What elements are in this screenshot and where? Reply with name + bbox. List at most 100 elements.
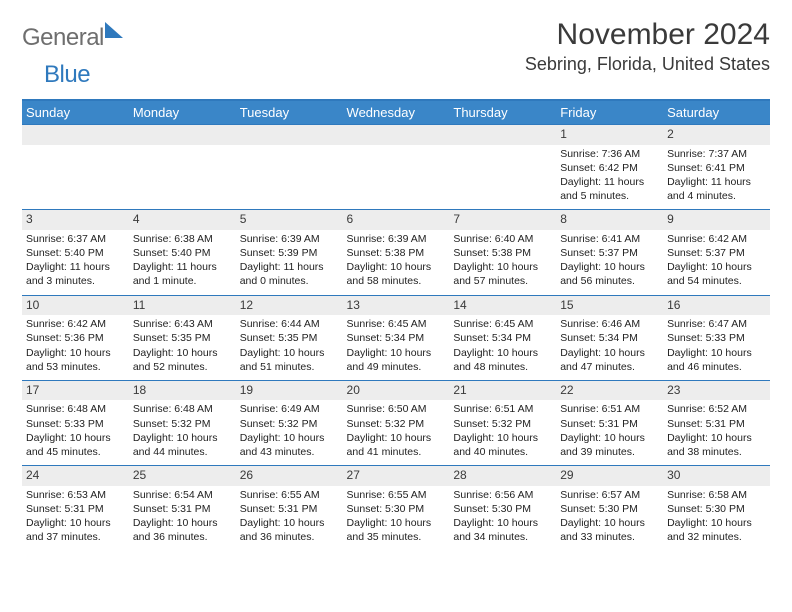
- daylight-text: Daylight: 11 hours and 5 minutes.: [560, 175, 659, 203]
- day-body: Sunrise: 6:42 AMSunset: 5:37 PMDaylight:…: [663, 230, 770, 295]
- day-cell: 12Sunrise: 6:44 AMSunset: 5:35 PMDayligh…: [236, 295, 343, 380]
- sunset-text: Sunset: 5:30 PM: [453, 502, 552, 516]
- day-body: Sunrise: 6:49 AMSunset: 5:32 PMDaylight:…: [236, 400, 343, 465]
- daylight-text: Daylight: 10 hours and 47 minutes.: [560, 346, 659, 374]
- day-cell: 11Sunrise: 6:43 AMSunset: 5:35 PMDayligh…: [129, 295, 236, 380]
- day-body: Sunrise: 6:40 AMSunset: 5:38 PMDaylight:…: [449, 230, 556, 295]
- dow-monday: Monday: [129, 100, 236, 125]
- daylight-text: Daylight: 10 hours and 52 minutes.: [133, 346, 232, 374]
- dow-tuesday: Tuesday: [236, 100, 343, 125]
- sunset-text: Sunset: 5:37 PM: [560, 246, 659, 260]
- sunset-text: Sunset: 5:35 PM: [240, 331, 339, 345]
- day-body: Sunrise: 6:47 AMSunset: 5:33 PMDaylight:…: [663, 315, 770, 380]
- day-number: 15: [556, 296, 663, 316]
- daylight-text: Daylight: 11 hours and 4 minutes.: [667, 175, 766, 203]
- sunset-text: Sunset: 5:32 PM: [240, 417, 339, 431]
- day-body: [449, 145, 556, 203]
- day-body: [343, 145, 450, 203]
- sunset-text: Sunset: 5:39 PM: [240, 246, 339, 260]
- day-number: 14: [449, 296, 556, 316]
- day-cell: [236, 125, 343, 210]
- day-cell: 29Sunrise: 6:57 AMSunset: 5:30 PMDayligh…: [556, 466, 663, 551]
- day-cell: 21Sunrise: 6:51 AMSunset: 5:32 PMDayligh…: [449, 380, 556, 465]
- day-cell: 22Sunrise: 6:51 AMSunset: 5:31 PMDayligh…: [556, 380, 663, 465]
- day-body: Sunrise: 6:56 AMSunset: 5:30 PMDaylight:…: [449, 486, 556, 551]
- sunrise-text: Sunrise: 6:54 AM: [133, 488, 232, 502]
- day-cell: 19Sunrise: 6:49 AMSunset: 5:32 PMDayligh…: [236, 380, 343, 465]
- daylight-text: Daylight: 10 hours and 41 minutes.: [347, 431, 446, 459]
- sunrise-text: Sunrise: 6:42 AM: [26, 317, 125, 331]
- sunset-text: Sunset: 5:40 PM: [26, 246, 125, 260]
- daylight-text: Daylight: 10 hours and 36 minutes.: [240, 516, 339, 544]
- sunrise-text: Sunrise: 6:57 AM: [560, 488, 659, 502]
- day-cell: 10Sunrise: 6:42 AMSunset: 5:36 PMDayligh…: [22, 295, 129, 380]
- day-number: 9: [663, 210, 770, 230]
- day-number: 16: [663, 296, 770, 316]
- sunrise-text: Sunrise: 7:37 AM: [667, 147, 766, 161]
- daylight-text: Daylight: 10 hours and 36 minutes.: [133, 516, 232, 544]
- day-number: 10: [22, 296, 129, 316]
- day-cell: [129, 125, 236, 210]
- day-cell: 18Sunrise: 6:48 AMSunset: 5:32 PMDayligh…: [129, 380, 236, 465]
- sunset-text: Sunset: 5:30 PM: [560, 502, 659, 516]
- sunrise-text: Sunrise: 6:40 AM: [453, 232, 552, 246]
- day-number: [449, 125, 556, 145]
- day-number: 3: [22, 210, 129, 230]
- daylight-text: Daylight: 11 hours and 0 minutes.: [240, 260, 339, 288]
- daylight-text: Daylight: 10 hours and 37 minutes.: [26, 516, 125, 544]
- title-block: November 2024 Sebring, Florida, United S…: [525, 18, 770, 75]
- sunrise-text: Sunrise: 6:45 AM: [347, 317, 446, 331]
- day-number: [129, 125, 236, 145]
- day-body: Sunrise: 6:48 AMSunset: 5:32 PMDaylight:…: [129, 400, 236, 465]
- location-text: Sebring, Florida, United States: [525, 54, 770, 75]
- day-number: [343, 125, 450, 145]
- sunset-text: Sunset: 5:33 PM: [26, 417, 125, 431]
- sunrise-text: Sunrise: 6:53 AM: [26, 488, 125, 502]
- day-body: Sunrise: 6:52 AMSunset: 5:31 PMDaylight:…: [663, 400, 770, 465]
- day-number: [22, 125, 129, 145]
- daylight-text: Daylight: 11 hours and 3 minutes.: [26, 260, 125, 288]
- sunrise-text: Sunrise: 6:56 AM: [453, 488, 552, 502]
- sunset-text: Sunset: 5:37 PM: [667, 246, 766, 260]
- daylight-text: Daylight: 10 hours and 51 minutes.: [240, 346, 339, 374]
- day-body: Sunrise: 6:46 AMSunset: 5:34 PMDaylight:…: [556, 315, 663, 380]
- day-number: 29: [556, 466, 663, 486]
- day-cell: 25Sunrise: 6:54 AMSunset: 5:31 PMDayligh…: [129, 466, 236, 551]
- day-number: 23: [663, 381, 770, 401]
- day-of-week-row: Sunday Monday Tuesday Wednesday Thursday…: [22, 100, 770, 125]
- day-body: Sunrise: 6:51 AMSunset: 5:31 PMDaylight:…: [556, 400, 663, 465]
- day-cell: 13Sunrise: 6:45 AMSunset: 5:34 PMDayligh…: [343, 295, 450, 380]
- day-number: 8: [556, 210, 663, 230]
- week-row: 1Sunrise: 7:36 AMSunset: 6:42 PMDaylight…: [22, 125, 770, 210]
- day-cell: 30Sunrise: 6:58 AMSunset: 5:30 PMDayligh…: [663, 466, 770, 551]
- day-body: Sunrise: 6:50 AMSunset: 5:32 PMDaylight:…: [343, 400, 450, 465]
- week-row: 17Sunrise: 6:48 AMSunset: 5:33 PMDayligh…: [22, 380, 770, 465]
- daylight-text: Daylight: 10 hours and 39 minutes.: [560, 431, 659, 459]
- sunset-text: Sunset: 5:36 PM: [26, 331, 125, 345]
- sunset-text: Sunset: 5:34 PM: [560, 331, 659, 345]
- day-cell: 17Sunrise: 6:48 AMSunset: 5:33 PMDayligh…: [22, 380, 129, 465]
- day-number: 6: [343, 210, 450, 230]
- sunrise-text: Sunrise: 6:37 AM: [26, 232, 125, 246]
- sunrise-text: Sunrise: 6:49 AM: [240, 402, 339, 416]
- daylight-text: Daylight: 10 hours and 34 minutes.: [453, 516, 552, 544]
- dow-wednesday: Wednesday: [343, 100, 450, 125]
- week-row: 10Sunrise: 6:42 AMSunset: 5:36 PMDayligh…: [22, 295, 770, 380]
- day-body: Sunrise: 6:39 AMSunset: 5:39 PMDaylight:…: [236, 230, 343, 295]
- daylight-text: Daylight: 10 hours and 44 minutes.: [133, 431, 232, 459]
- sunrise-text: Sunrise: 6:50 AM: [347, 402, 446, 416]
- day-body: Sunrise: 6:39 AMSunset: 5:38 PMDaylight:…: [343, 230, 450, 295]
- daylight-text: Daylight: 10 hours and 46 minutes.: [667, 346, 766, 374]
- day-body: Sunrise: 6:42 AMSunset: 5:36 PMDaylight:…: [22, 315, 129, 380]
- daylight-text: Daylight: 10 hours and 43 minutes.: [240, 431, 339, 459]
- day-number: 4: [129, 210, 236, 230]
- day-cell: [22, 125, 129, 210]
- week-row: 3Sunrise: 6:37 AMSunset: 5:40 PMDaylight…: [22, 210, 770, 295]
- day-body: Sunrise: 6:57 AMSunset: 5:30 PMDaylight:…: [556, 486, 663, 551]
- day-body: Sunrise: 6:58 AMSunset: 5:30 PMDaylight:…: [663, 486, 770, 551]
- daylight-text: Daylight: 10 hours and 53 minutes.: [26, 346, 125, 374]
- day-body: Sunrise: 6:53 AMSunset: 5:31 PMDaylight:…: [22, 486, 129, 551]
- sunrise-text: Sunrise: 6:39 AM: [347, 232, 446, 246]
- day-cell: [343, 125, 450, 210]
- daylight-text: Daylight: 10 hours and 45 minutes.: [26, 431, 125, 459]
